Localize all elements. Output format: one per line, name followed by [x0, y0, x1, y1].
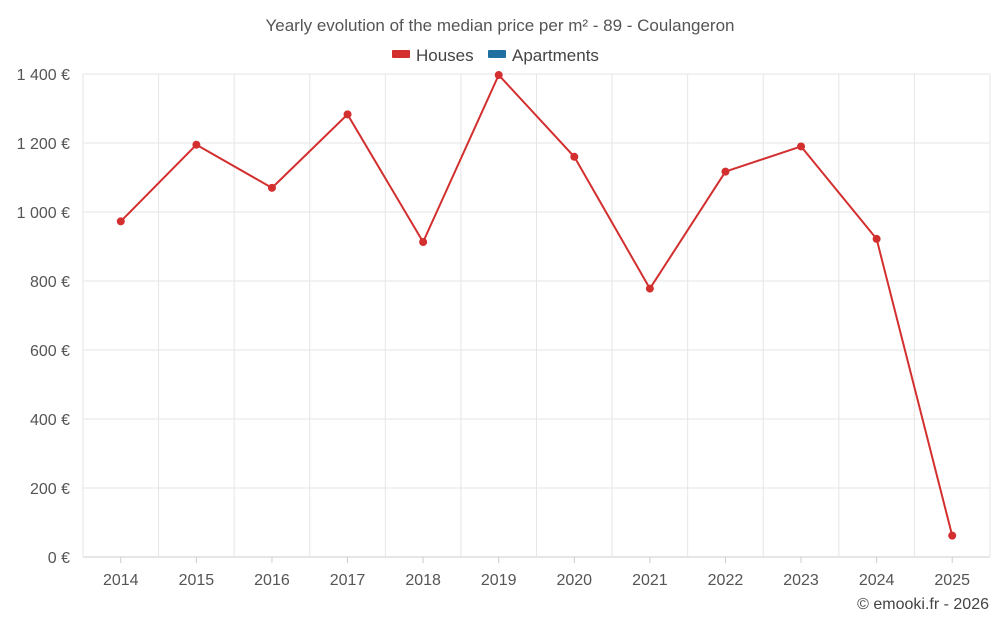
data-point[interactable] [797, 142, 806, 151]
y-tick-label: 400 € [30, 412, 70, 429]
data-point[interactable] [116, 217, 125, 226]
x-tick-label: 2016 [254, 572, 290, 589]
x-tick-label: 2015 [179, 572, 215, 589]
x-tick-label: 2021 [632, 572, 668, 589]
x-tick-label: 2024 [859, 572, 895, 589]
x-tick-label: 2020 [556, 572, 592, 589]
data-point[interactable] [419, 238, 428, 247]
y-tick-label: 800 € [30, 274, 70, 291]
data-point[interactable] [872, 234, 881, 243]
x-tick-label: 2022 [708, 572, 744, 589]
legend-item-houses[interactable]: Houses [392, 46, 474, 65]
data-point[interactable] [645, 284, 654, 293]
chart-title: Yearly evolution of the median price per… [265, 16, 734, 35]
y-tick-label: 0 € [48, 550, 70, 567]
x-tick-label: 2023 [783, 572, 819, 589]
credit-text: © emooki.fr - 2026 [857, 596, 989, 613]
y-tick-label: 600 € [30, 343, 70, 360]
data-point[interactable] [267, 183, 276, 192]
legend-label-houses: Houses [416, 46, 474, 65]
series-line [120, 74, 954, 536]
legend-swatch-apartments [488, 50, 506, 58]
x-axis: 2014 2015 2016 2017 2018 2019 2020 2021 2022 2023… [103, 557, 970, 589]
y-axis: 0 € 200 € 400 € 600 € 800 € 1 000 € 1 200 € 1 4… [17, 67, 70, 567]
x-tick-label: 2025 [934, 572, 970, 589]
data-point[interactable] [721, 167, 730, 176]
y-tick-label: 1 000 € [17, 205, 70, 222]
x-tick-label: 2019 [481, 572, 517, 589]
grid [82, 73, 991, 558]
series-houses [116, 71, 957, 540]
data-point[interactable] [192, 140, 201, 149]
data-point[interactable] [494, 71, 503, 80]
legend-swatch-houses [392, 50, 410, 58]
legend-item-apartments[interactable]: Apartments [488, 46, 599, 65]
y-tick-label: 1 400 € [17, 67, 70, 84]
data-point[interactable] [343, 110, 352, 119]
x-tick-label: 2017 [330, 572, 366, 589]
data-point[interactable] [948, 531, 957, 540]
legend: Houses Apartments [392, 46, 599, 65]
x-tick-label: 2018 [405, 572, 441, 589]
y-tick-label: 200 € [30, 481, 70, 498]
y-tick-label: 1 200 € [17, 136, 70, 153]
data-point[interactable] [570, 152, 579, 161]
legend-label-apartments: Apartments [512, 46, 599, 65]
x-tick-label: 2014 [103, 572, 139, 589]
